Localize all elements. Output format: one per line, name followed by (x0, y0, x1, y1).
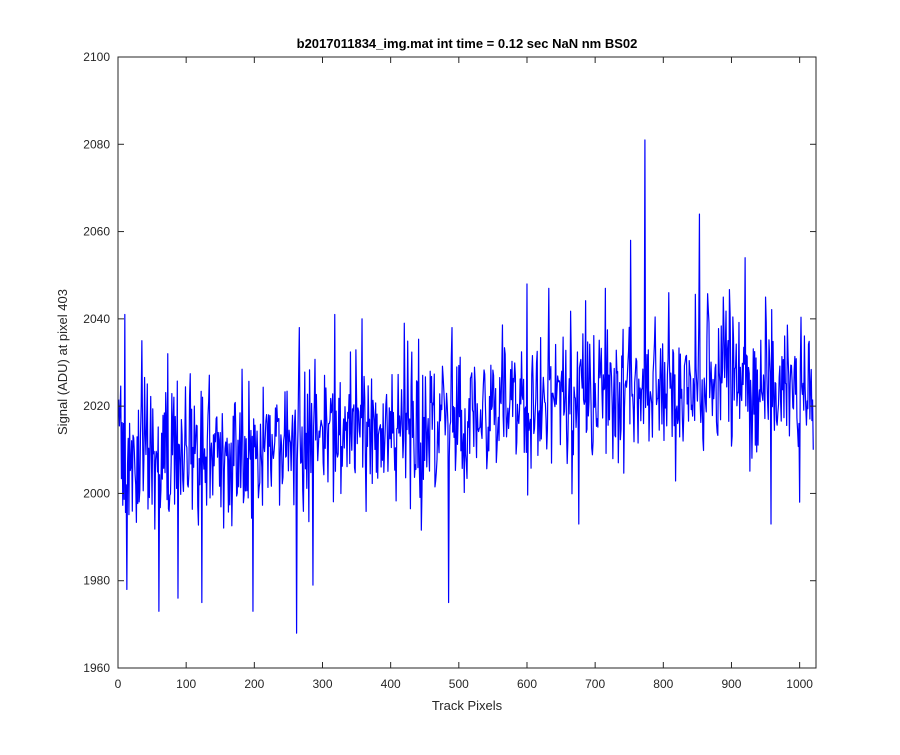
x-tick-label: 900 (721, 677, 741, 691)
y-tick-label: 2100 (83, 50, 110, 64)
x-tick-label: 0 (115, 677, 122, 691)
axes-box (117, 56, 817, 669)
x-axis: 0 100 200 300 400 500 600 700 800 900 1000 (115, 57, 813, 691)
x-axis-label: Track Pixels (432, 698, 503, 713)
chart-title: b2017011834_img.mat int time = 0.12 sec … (297, 36, 638, 51)
y-tick-label: 1980 (83, 574, 110, 588)
x-tick-label: 100 (176, 677, 196, 691)
y-tick-label: 2040 (83, 312, 110, 326)
y-tick-label: 2080 (83, 137, 110, 151)
y-tick-label: 1960 (83, 661, 110, 675)
y-axis-label: Signal (ADU) at pixel 403 (55, 289, 70, 435)
x-tick-label: 400 (381, 677, 401, 691)
x-tick-label: 800 (653, 677, 673, 691)
y-tick-label: 2000 (83, 486, 110, 500)
x-tick-label: 300 (312, 677, 332, 691)
x-tick-label: 1000 (786, 677, 813, 691)
y-axis: 1960 1980 2000 2020 2040 2060 2080 2100 (83, 50, 816, 675)
x-tick-label: 200 (244, 677, 264, 691)
y-tick-label: 2060 (83, 225, 110, 239)
y-tick-label: 2020 (83, 399, 110, 413)
series-line (118, 139, 814, 634)
x-tick-label: 700 (585, 677, 605, 691)
x-tick-label: 600 (517, 677, 537, 691)
x-tick-label: 500 (449, 677, 469, 691)
series-layer (118, 139, 814, 634)
